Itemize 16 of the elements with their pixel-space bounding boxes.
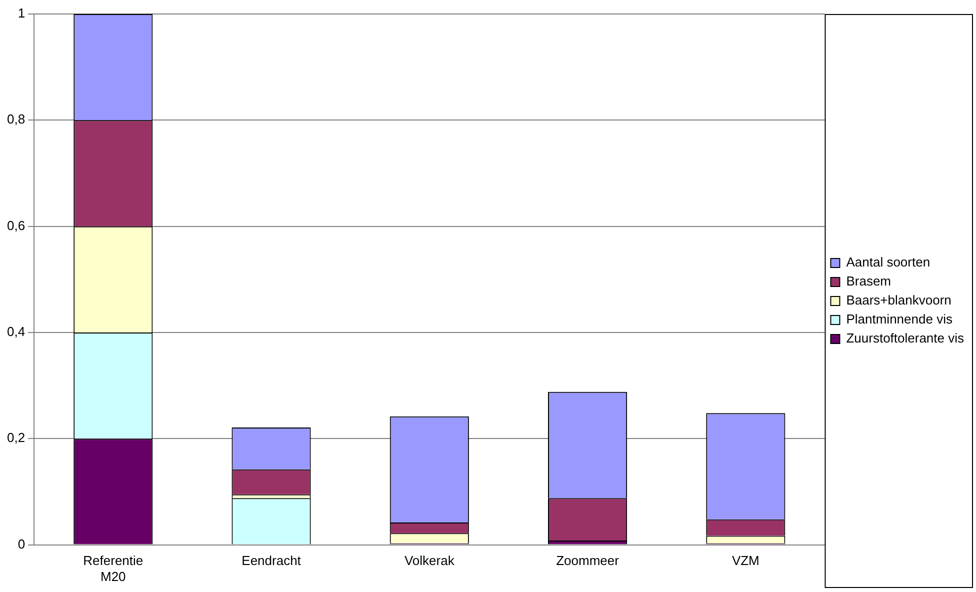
legend-label: Baars+blankvoorn <box>846 292 952 308</box>
y-tick-label: 1 <box>18 6 26 21</box>
x-tick-label: Volkerak <box>404 553 455 568</box>
x-tick-label: Zoommeer <box>556 553 620 568</box>
legend-label: Aantal soorten <box>846 254 930 270</box>
y-tick-label: 0,2 <box>6 430 26 446</box>
x-tick-label: Referentie M20 <box>83 553 144 584</box>
x-tick-label: Eendracht <box>242 553 302 568</box>
legend-label: Plantminnende vis <box>846 312 953 327</box>
legend-label: Brasem <box>846 274 892 289</box>
legend-label: Zuurstoftolerante vis <box>846 330 964 346</box>
y-tick-label: 0 <box>18 536 26 552</box>
x-tick-label: VZM <box>732 553 760 568</box>
y-tick-label: 0,4 <box>6 324 26 340</box>
y-tick-label: 0,6 <box>6 218 26 233</box>
y-tick-label: 0,8 <box>6 112 26 127</box>
